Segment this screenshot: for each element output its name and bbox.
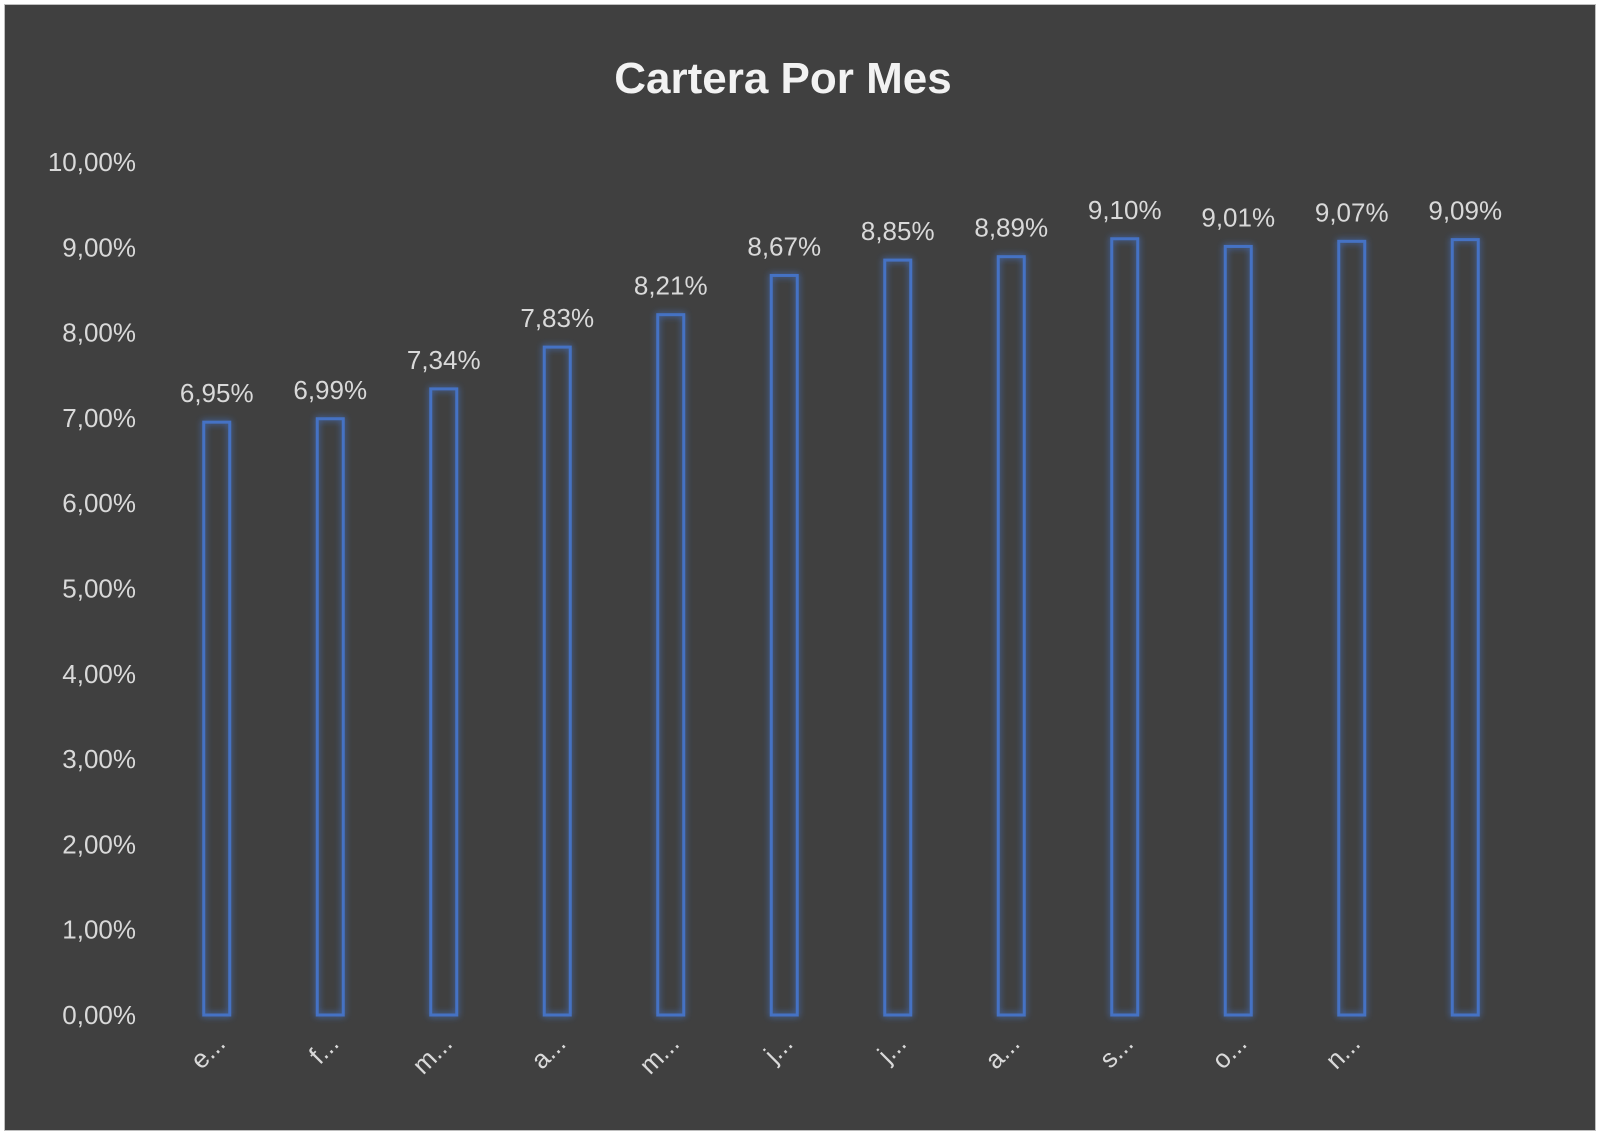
y-tick-label: 6,00% xyxy=(62,488,136,518)
x-tick-label: m... xyxy=(633,1028,685,1080)
x-tick-label: e... xyxy=(184,1028,231,1075)
y-tick-label: 7,00% xyxy=(62,403,136,433)
data-label: 6,99% xyxy=(293,375,367,405)
y-tick-label: 5,00% xyxy=(62,574,136,604)
chart-area: Cartera Por Mes 0,00% 1,00% 2,00% 3,00% 4,00… xyxy=(4,4,1596,1131)
y-tick-label: 3,00% xyxy=(62,744,136,774)
chart-title: Cartera Por Mes xyxy=(614,54,951,103)
data-label: 9,07% xyxy=(1315,197,1389,227)
y-tick-label: 0,00% xyxy=(62,1000,136,1030)
y-tick-label: 4,00% xyxy=(62,659,136,689)
x-axis: e... f... m... a... m... j... j... a... s... o...… xyxy=(184,1028,1366,1080)
bar xyxy=(1450,238,1480,1017)
bar xyxy=(1337,239,1367,1017)
bar-series xyxy=(202,237,1480,1017)
y-tick-label: 9,00% xyxy=(62,232,136,262)
bar xyxy=(656,313,686,1017)
data-label: 9,09% xyxy=(1428,196,1502,226)
data-label: 8,85% xyxy=(861,216,935,246)
x-tick-label: a... xyxy=(525,1028,572,1075)
bar xyxy=(1223,244,1253,1017)
bar xyxy=(315,417,345,1017)
data-label: 8,21% xyxy=(634,271,708,301)
data-label: 7,83% xyxy=(520,303,594,333)
data-label: 6,95% xyxy=(180,378,254,408)
y-tick-label: 1,00% xyxy=(62,915,136,945)
x-tick-label: a... xyxy=(979,1028,1026,1075)
x-tick-label: j... xyxy=(757,1028,798,1069)
data-label: 9,10% xyxy=(1088,195,1162,225)
data-label: 9,01% xyxy=(1201,202,1275,232)
x-tick-label: f... xyxy=(303,1028,345,1070)
bar-chart: Cartera Por Mes 0,00% 1,00% 2,00% 3,00% 4,00… xyxy=(48,54,1502,1080)
bar xyxy=(429,387,459,1017)
bar xyxy=(1110,237,1140,1017)
x-tick-label: j... xyxy=(871,1028,912,1069)
bar xyxy=(542,345,572,1017)
x-tick-label: o... xyxy=(1206,1028,1253,1075)
data-label: 8,89% xyxy=(974,213,1048,243)
bar xyxy=(769,273,799,1017)
bar xyxy=(202,420,232,1017)
x-tick-label: n... xyxy=(1319,1028,1366,1075)
data-label: 7,34% xyxy=(407,345,481,375)
y-axis: 0,00% 1,00% 2,00% 3,00% 4,00% 5,00% 6,00% 7,00%… xyxy=(48,147,136,1030)
data-label: 8,67% xyxy=(747,231,821,261)
bar xyxy=(883,258,913,1017)
data-labels: 6,95% 6,99% 7,34% 7,83% 8,21% 8,67% 8,85% 8,89%… xyxy=(180,195,1502,408)
x-tick-label: m... xyxy=(406,1028,458,1080)
bar xyxy=(996,255,1026,1017)
y-tick-label: 10,00% xyxy=(48,147,136,177)
x-tick-label: s... xyxy=(1093,1028,1139,1074)
y-tick-label: 8,00% xyxy=(62,318,136,348)
y-tick-label: 2,00% xyxy=(62,829,136,859)
